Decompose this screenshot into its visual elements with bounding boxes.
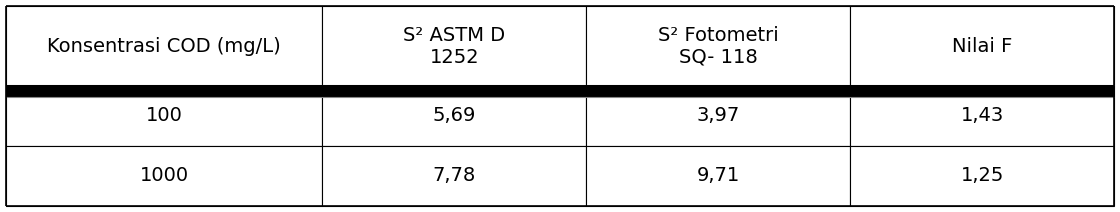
Bar: [6, 86, 323, 146]
Bar: [323, 146, 587, 206]
Text: 3,97: 3,97: [697, 106, 740, 126]
Bar: [323, 6, 587, 86]
Bar: [850, 146, 1114, 206]
Text: Nilai F: Nilai F: [952, 37, 1012, 56]
Text: 1,43: 1,43: [961, 106, 1004, 126]
Text: S² ASTM D
1252: S² ASTM D 1252: [403, 26, 505, 67]
Bar: [6, 146, 323, 206]
Text: 1000: 1000: [139, 166, 188, 185]
Text: 7,78: 7,78: [432, 166, 476, 185]
Bar: [587, 146, 850, 206]
Bar: [6, 6, 323, 86]
Bar: [587, 6, 850, 86]
Text: 5,69: 5,69: [432, 106, 476, 126]
Text: 9,71: 9,71: [697, 166, 740, 185]
Text: 100: 100: [146, 106, 183, 126]
Bar: [587, 86, 850, 146]
Bar: [323, 86, 587, 146]
Bar: [6, 85, 1114, 97]
Text: S² Fotometri
SQ- 118: S² Fotometri SQ- 118: [659, 26, 778, 67]
Text: Konsentrasi COD (mg/L): Konsentrasi COD (mg/L): [47, 37, 281, 56]
Bar: [850, 6, 1114, 86]
Bar: [850, 86, 1114, 146]
Text: 1,25: 1,25: [961, 166, 1005, 185]
